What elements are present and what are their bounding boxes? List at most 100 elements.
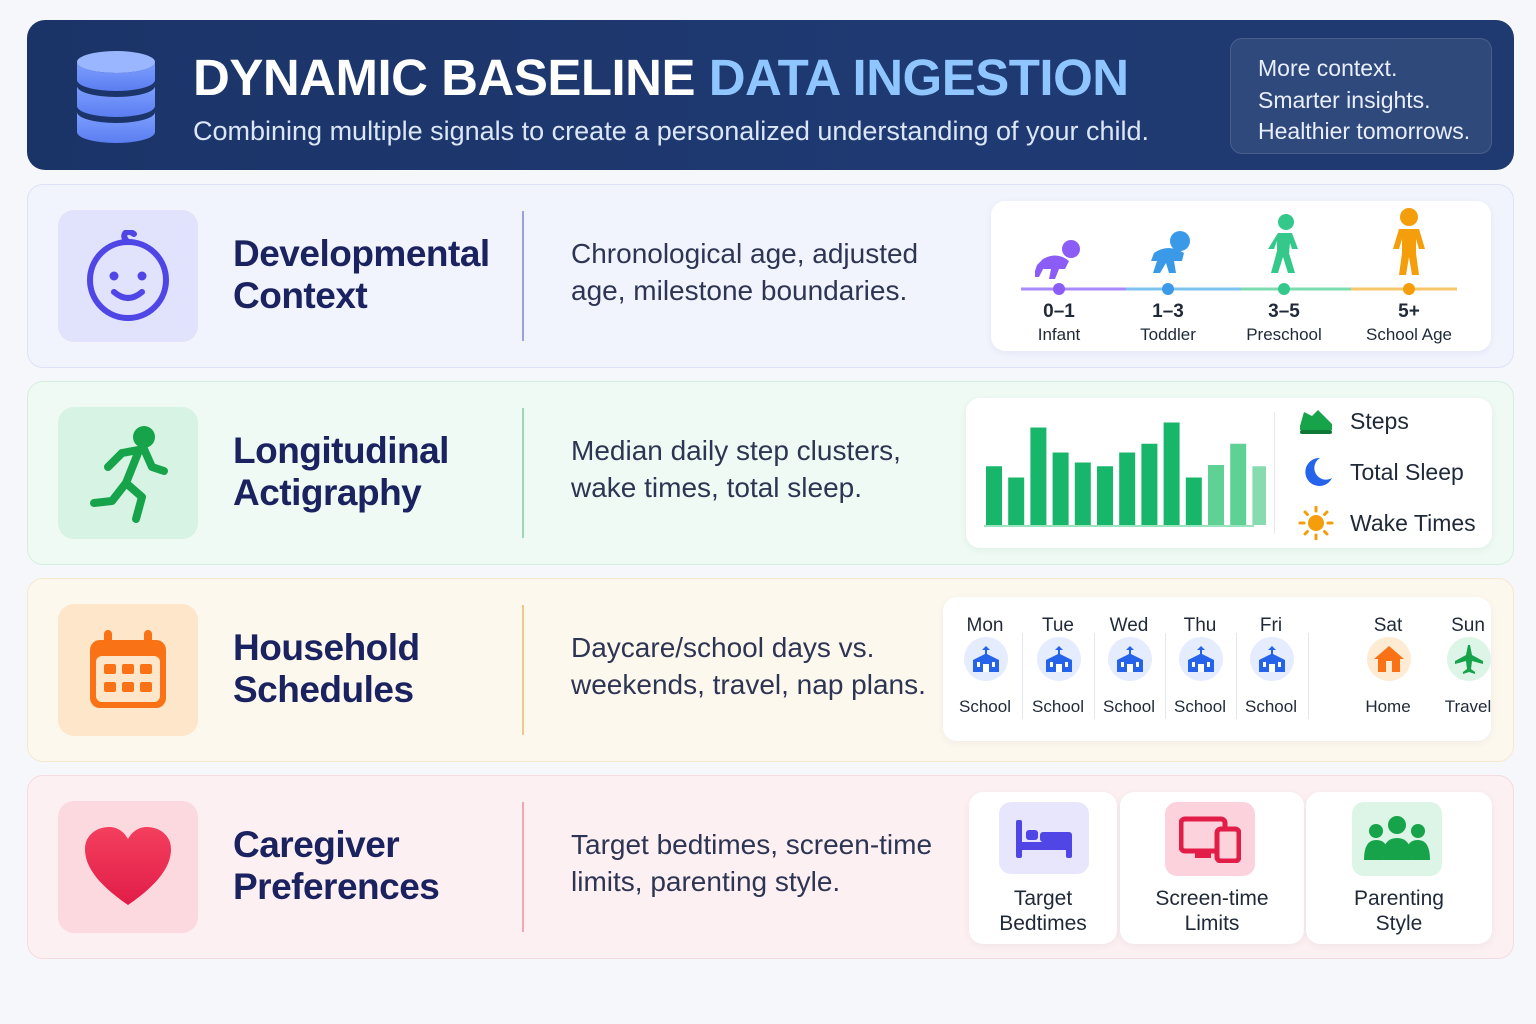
category-title: Household Schedules bbox=[233, 627, 420, 711]
category-description: Median daily step clusters, wake times, … bbox=[571, 432, 901, 506]
age-range: 3–5 bbox=[1268, 301, 1300, 322]
category-title-line: Developmental bbox=[233, 233, 490, 274]
child-standing-icon bbox=[1393, 208, 1425, 275]
devices-icon bbox=[1165, 802, 1255, 876]
day-separator bbox=[1022, 633, 1023, 719]
age-timeline-panel: 0–1 Infant 1–3 Toddler 3–5 Preschool 5 bbox=[991, 201, 1491, 351]
toddler-icon bbox=[1151, 231, 1190, 273]
divider bbox=[522, 802, 524, 932]
description-line: Target bedtimes, screen-time bbox=[571, 829, 933, 860]
database-icon bbox=[77, 51, 155, 143]
row-household-schedules: Household Schedules Daycare/school days … bbox=[27, 578, 1514, 762]
step-bar bbox=[1074, 462, 1091, 525]
day-name: Sun bbox=[1451, 615, 1485, 636]
day-separator bbox=[1094, 633, 1095, 719]
divider bbox=[522, 408, 524, 538]
day-sun: Sun Travel bbox=[1433, 597, 1503, 741]
heart-icon bbox=[58, 801, 198, 933]
bed-icon bbox=[999, 802, 1089, 874]
description-line: weekends, travel, nap plans. bbox=[571, 669, 926, 700]
step-bar bbox=[1119, 452, 1136, 525]
day-label: Home bbox=[1365, 697, 1411, 716]
pref-card-target-bedtimes: Target Bedtimes bbox=[969, 792, 1117, 944]
moon-icon bbox=[1305, 457, 1332, 486]
step-bar bbox=[1141, 443, 1158, 525]
day-name: Fri bbox=[1259, 615, 1283, 636]
age-range: 1–3 bbox=[1152, 301, 1184, 322]
description-line: Chronological age, adjusted bbox=[571, 238, 919, 269]
crawling-baby-icon bbox=[1035, 240, 1080, 279]
category-title-line: Context bbox=[233, 275, 368, 316]
school-icon bbox=[1179, 637, 1223, 681]
page-subtitle: Combining multiple signals to create a p… bbox=[193, 116, 1150, 146]
category-title: Developmental Context bbox=[233, 233, 490, 317]
title-main: DYNAMIC BASELINE bbox=[193, 49, 696, 106]
age-label: Toddler bbox=[1140, 325, 1196, 344]
airplane-icon bbox=[1447, 637, 1491, 681]
day-wed: Wed School bbox=[1094, 597, 1164, 741]
pref-label-line: Screen-time bbox=[1155, 887, 1269, 910]
sun-icon bbox=[1298, 506, 1334, 540]
day-separator bbox=[1165, 633, 1166, 719]
day-name: Thu bbox=[1183, 615, 1217, 636]
category-title-line: Schedules bbox=[233, 669, 414, 710]
calendar-icon bbox=[58, 604, 198, 736]
tagline-line: Smarter insights. bbox=[1258, 86, 1431, 113]
day-name: Wed bbox=[1109, 615, 1149, 636]
description-line: limits, parenting style. bbox=[571, 866, 841, 897]
category-title-line: Actigraphy bbox=[233, 472, 422, 513]
day-fri: Fri School bbox=[1236, 597, 1306, 741]
family-icon bbox=[1352, 802, 1442, 876]
step-bar bbox=[1052, 452, 1069, 525]
category-title-line: Household bbox=[233, 627, 420, 668]
day-mon: Mon School bbox=[950, 597, 1020, 741]
legend-label: Wake Times bbox=[1350, 509, 1476, 536]
description-line: age, milestone boundaries. bbox=[571, 275, 908, 306]
tagline-line: More context. bbox=[1258, 55, 1398, 81]
step-bar bbox=[1208, 465, 1224, 525]
description-line: Daycare/school days vs. bbox=[571, 632, 875, 663]
step-bar bbox=[1030, 427, 1047, 525]
category-description: Target bedtimes, screen-time limits, par… bbox=[571, 826, 932, 900]
pref-card-parenting-style: Parenting Style bbox=[1306, 792, 1492, 944]
divider bbox=[522, 605, 524, 735]
row-caregiver-preferences: Caregiver Preferences Target bedtimes, s… bbox=[27, 775, 1514, 959]
school-icon bbox=[964, 637, 1008, 681]
pref-label-line: Bedtimes bbox=[999, 912, 1087, 935]
baby-face-icon bbox=[58, 210, 198, 342]
day-thu: Thu School bbox=[1165, 597, 1235, 741]
step-bar bbox=[986, 466, 1002, 525]
age-label: Infant bbox=[1037, 325, 1081, 344]
day-separator bbox=[1236, 633, 1237, 719]
category-title: Caregiver Preferences bbox=[233, 824, 440, 908]
pref-label: Screen-time Limits bbox=[1120, 886, 1304, 936]
step-bar bbox=[1008, 477, 1025, 525]
school-icon bbox=[1108, 637, 1152, 681]
category-title: Longitudinal Actigraphy bbox=[233, 430, 449, 514]
day-tue: Tue School bbox=[1023, 597, 1093, 741]
step-bar bbox=[1163, 422, 1180, 525]
row-longitudinal-actigraphy: Longitudinal Actigraphy Median daily ste… bbox=[27, 381, 1514, 565]
day-label: School bbox=[1174, 697, 1226, 716]
house-icon bbox=[1367, 637, 1411, 681]
pref-label-line: Limits bbox=[1184, 912, 1240, 935]
title-accent: DATA INGESTION bbox=[708, 49, 1129, 106]
running-person-icon bbox=[58, 407, 198, 539]
day-name: Tue bbox=[1041, 615, 1075, 636]
pref-card-screen-time-limits: Screen-time Limits bbox=[1120, 792, 1304, 944]
category-title-line: Caregiver bbox=[233, 824, 400, 865]
age-label: School Age bbox=[1365, 325, 1452, 344]
category-description: Daycare/school days vs. weekends, travel… bbox=[571, 629, 926, 703]
category-title-line: Preferences bbox=[233, 866, 440, 907]
day-label: School bbox=[1032, 697, 1084, 716]
legend-label: Steps bbox=[1350, 407, 1409, 434]
day-label: School bbox=[959, 697, 1011, 716]
sneaker-icon bbox=[1300, 410, 1332, 434]
tagline-box: More context. Smarter insights. Healthie… bbox=[1230, 38, 1492, 154]
age-label: Preschool bbox=[1246, 325, 1322, 344]
child-walking-icon bbox=[1268, 214, 1298, 273]
step-bar bbox=[1230, 443, 1247, 525]
day-name: Mon bbox=[966, 615, 1004, 636]
step-bar bbox=[1097, 466, 1113, 525]
legend-total-sleep: Total Sleep bbox=[1298, 456, 1464, 488]
